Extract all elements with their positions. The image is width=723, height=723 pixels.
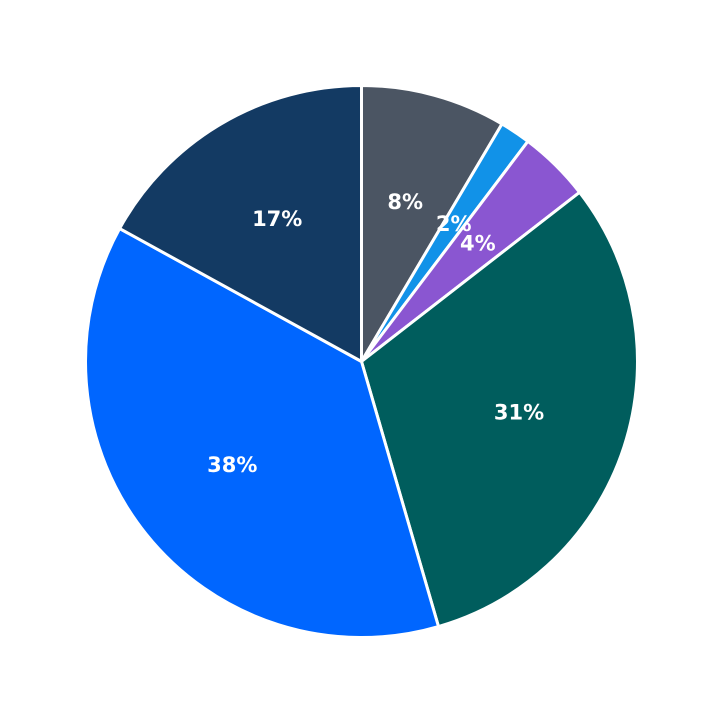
- pie-slice-0: [360, 84, 504, 363]
- pie-slice-label-4: 38%: [207, 453, 257, 477]
- pie-slice-label-5: 17%: [252, 207, 302, 231]
- pie-slices: [84, 84, 639, 639]
- pie-slice-label-3: 31%: [494, 401, 544, 425]
- pie-slice-3: [360, 190, 639, 629]
- pie-labels: 8% 2%4% 31% 38% 17%: [207, 190, 544, 477]
- pie-slice-label-1: 2%: [436, 212, 472, 236]
- pie-slice-4: [84, 227, 440, 639]
- pie-slice-5: [118, 84, 363, 363]
- pie-slice-label-0: 8%: [387, 190, 423, 214]
- pie-slice-label-2: 4%: [460, 232, 496, 256]
